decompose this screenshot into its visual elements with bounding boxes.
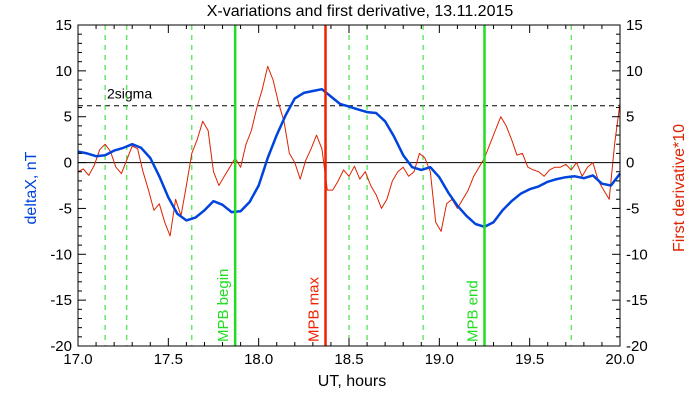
y-tick-label-right: 10 xyxy=(626,63,643,80)
y-axis-label-right: First derivative*10 xyxy=(671,124,688,252)
y-tick-label-right: -10 xyxy=(626,246,648,263)
y-tick-label-left: 15 xyxy=(55,17,72,34)
x-tick-label: 20.0 xyxy=(605,351,634,368)
series-first-derivative xyxy=(77,65,621,237)
y-tick-label-left: 0 xyxy=(64,155,72,172)
y-tick-label-right: 15 xyxy=(626,17,643,34)
x-tick-label: 18.0 xyxy=(244,351,273,368)
marker-label: MPB max xyxy=(306,276,323,342)
y-tick-label-right: -15 xyxy=(626,292,648,309)
y-tick-label-left: -10 xyxy=(50,246,72,263)
x-axis-label: UT, hours xyxy=(318,373,386,390)
y-tick-label-left: 10 xyxy=(55,63,72,80)
y-axis-label-left: deltaX, nT xyxy=(23,151,40,224)
x-tick-label: 19.0 xyxy=(425,351,454,368)
y-tick-label-left: -15 xyxy=(50,292,72,309)
y-tick-label-right: -20 xyxy=(626,338,648,355)
x-tick-label: 17.0 xyxy=(63,351,92,368)
y-tick-label-right: -5 xyxy=(626,200,639,217)
marker-label: MPB end xyxy=(465,280,482,342)
y-tick-label-left: -20 xyxy=(50,338,72,355)
plot-area: 2sigma MPB begin MPB max MPB end 17.0 17.5 18.… xyxy=(50,17,647,368)
y-tick-label-left: 5 xyxy=(64,109,72,126)
marker-label: MPB begin xyxy=(215,269,232,342)
x-tick-label: 19.5 xyxy=(515,351,544,368)
y-tick-label-right: 5 xyxy=(626,109,634,126)
series-deltax xyxy=(77,87,621,229)
y-tick-label-right: 0 xyxy=(626,155,634,172)
x-tick-label: 18.5 xyxy=(334,351,363,368)
x-tick-label: 17.5 xyxy=(154,351,183,368)
chart-title: X-variations and first derivative, 13.11… xyxy=(207,3,514,20)
threshold-label: 2sigma xyxy=(107,86,152,102)
y-tick-label-left: -5 xyxy=(59,200,72,217)
